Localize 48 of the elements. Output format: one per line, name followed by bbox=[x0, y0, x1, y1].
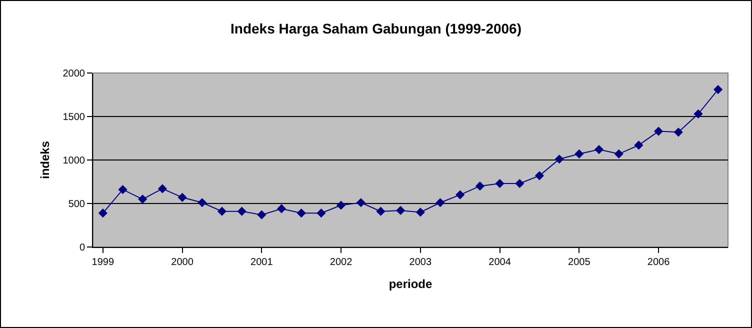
x-tick-label: 2002 bbox=[330, 257, 353, 268]
point bbox=[198, 198, 207, 208]
point bbox=[594, 145, 604, 154]
y-tick-label: 1500 bbox=[62, 112, 86, 123]
x-tick-label: 2001 bbox=[250, 257, 274, 268]
point bbox=[217, 206, 227, 216]
point bbox=[694, 109, 703, 118]
y-axis-title: indeks bbox=[38, 140, 52, 180]
point bbox=[98, 208, 108, 218]
point bbox=[614, 149, 624, 158]
point bbox=[276, 204, 286, 214]
point bbox=[574, 149, 584, 158]
y-tick-label: 1000 bbox=[62, 156, 86, 166]
point bbox=[416, 208, 425, 217]
point bbox=[674, 128, 683, 137]
point bbox=[158, 184, 167, 194]
y-tick-label: 500 bbox=[68, 199, 86, 210]
point bbox=[118, 185, 128, 194]
chart-title: Indeks Harga Saham Gabungan (1999-2006) bbox=[230, 20, 522, 37]
point bbox=[316, 208, 326, 218]
x-tick-label: 1999 bbox=[92, 257, 114, 268]
x-tick-label: 2000 bbox=[171, 257, 194, 268]
point bbox=[714, 84, 723, 94]
point bbox=[396, 206, 406, 216]
point bbox=[376, 206, 386, 216]
y-tick-label: 0 bbox=[79, 242, 86, 254]
point bbox=[515, 178, 524, 188]
point bbox=[356, 198, 366, 208]
point bbox=[178, 192, 187, 202]
x-axis-title: periode bbox=[388, 276, 432, 291]
point bbox=[495, 178, 504, 188]
x-tick-label: 2005 bbox=[568, 257, 591, 268]
point bbox=[257, 210, 266, 220]
point bbox=[237, 206, 246, 216]
x-tick-label: 2004 bbox=[488, 257, 512, 268]
y-tick-label: 2000 bbox=[62, 68, 86, 80]
point bbox=[436, 198, 445, 208]
point bbox=[534, 171, 544, 180]
point bbox=[634, 140, 644, 150]
point bbox=[336, 200, 346, 210]
point bbox=[654, 126, 664, 136]
point bbox=[475, 182, 484, 191]
point bbox=[138, 194, 148, 204]
point bbox=[554, 154, 564, 164]
point bbox=[456, 190, 465, 200]
x-tick-label: 2003 bbox=[409, 257, 432, 268]
point bbox=[296, 208, 306, 218]
x-tick-label: 2006 bbox=[647, 257, 670, 268]
